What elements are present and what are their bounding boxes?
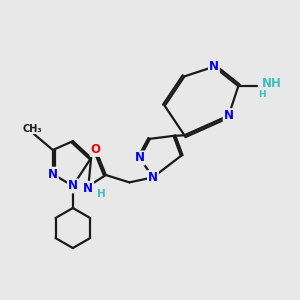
Text: NH: NH	[262, 77, 282, 90]
Text: N: N	[68, 179, 78, 192]
Text: N: N	[148, 171, 158, 184]
Text: H: H	[258, 90, 266, 99]
Text: CH₃: CH₃	[22, 124, 42, 134]
Text: O: O	[91, 143, 100, 156]
Text: N: N	[209, 60, 219, 73]
Text: N: N	[135, 152, 145, 164]
Text: N: N	[224, 109, 234, 122]
Text: H: H	[97, 189, 106, 199]
Text: N: N	[48, 168, 58, 181]
Text: N: N	[83, 182, 93, 195]
